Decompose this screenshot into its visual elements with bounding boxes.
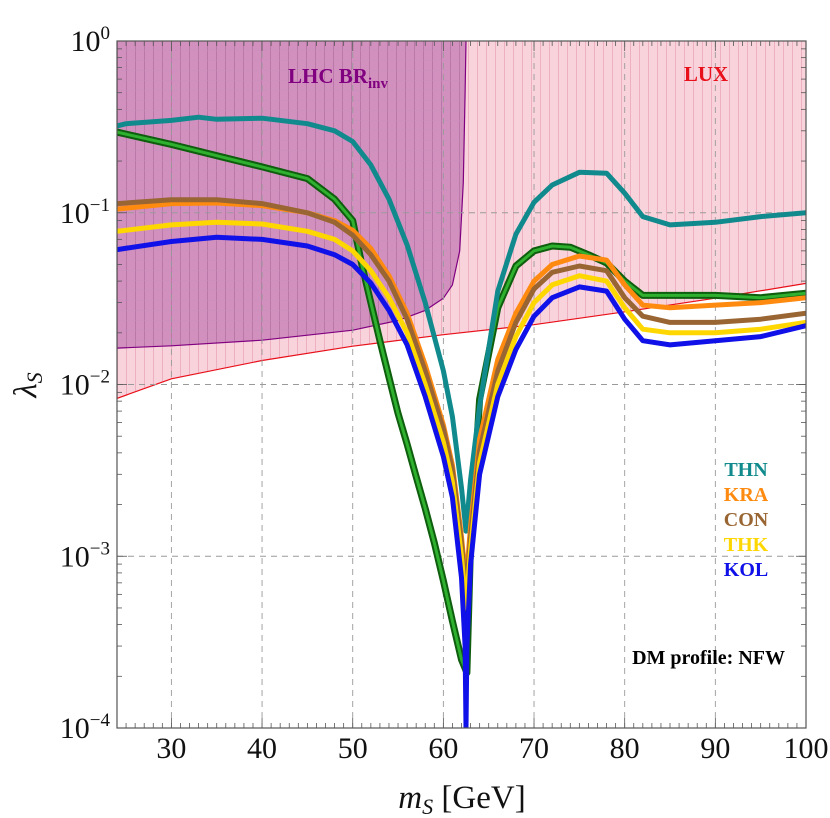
lhc-region-label: LHC BRinv bbox=[288, 64, 388, 92]
series-line-thn bbox=[117, 114, 806, 534]
legend-item-kra: KRA bbox=[724, 484, 769, 506]
legend-item-thn: THN bbox=[724, 459, 768, 481]
y-tick-label: 10−4 bbox=[60, 710, 111, 745]
y-axis-title: λS bbox=[8, 372, 47, 398]
grid bbox=[117, 41, 806, 728]
x-tick-label: 40 bbox=[247, 732, 277, 765]
legend-item-con: CON bbox=[724, 509, 769, 531]
x-tick-label: 60 bbox=[428, 732, 458, 765]
lux-region-label: LUX bbox=[684, 62, 728, 86]
y-tick-label: 100 bbox=[71, 23, 111, 58]
lhc-boundary-line bbox=[117, 41, 467, 349]
x-tick-label: 50 bbox=[338, 732, 368, 765]
lux-boundary-line bbox=[117, 282, 806, 399]
x-tick-label: 90 bbox=[700, 732, 730, 765]
y-tick-label: 10−2 bbox=[60, 367, 110, 402]
x-axis-ticks: 30 40 50 60 70 80 90 100 bbox=[156, 732, 828, 765]
series-line-kol bbox=[117, 234, 806, 728]
x-tick-label: 100 bbox=[784, 732, 829, 765]
series-layer bbox=[117, 114, 806, 728]
legend-item-kol: KOL bbox=[724, 559, 768, 581]
y-tick-label: 10−3 bbox=[60, 538, 110, 573]
dm-profile-annotation: DM profile: NFW bbox=[632, 647, 785, 669]
x-axis-title: mS [GeV] bbox=[398, 780, 525, 818]
x-tick-label: 70 bbox=[519, 732, 549, 765]
legend-item-thk: THK bbox=[724, 534, 769, 556]
x-tick-label: 80 bbox=[610, 732, 640, 765]
y-axis-ticks: 10−4 10−3 10−2 10−1 100 bbox=[60, 23, 111, 745]
legend: THN KRA CON THK KOL bbox=[724, 459, 769, 581]
y-tick-label: 10−1 bbox=[60, 195, 110, 230]
x-tick-label: 30 bbox=[156, 732, 186, 765]
plot-frame bbox=[116, 40, 807, 729]
series-line-thk bbox=[117, 219, 806, 611]
